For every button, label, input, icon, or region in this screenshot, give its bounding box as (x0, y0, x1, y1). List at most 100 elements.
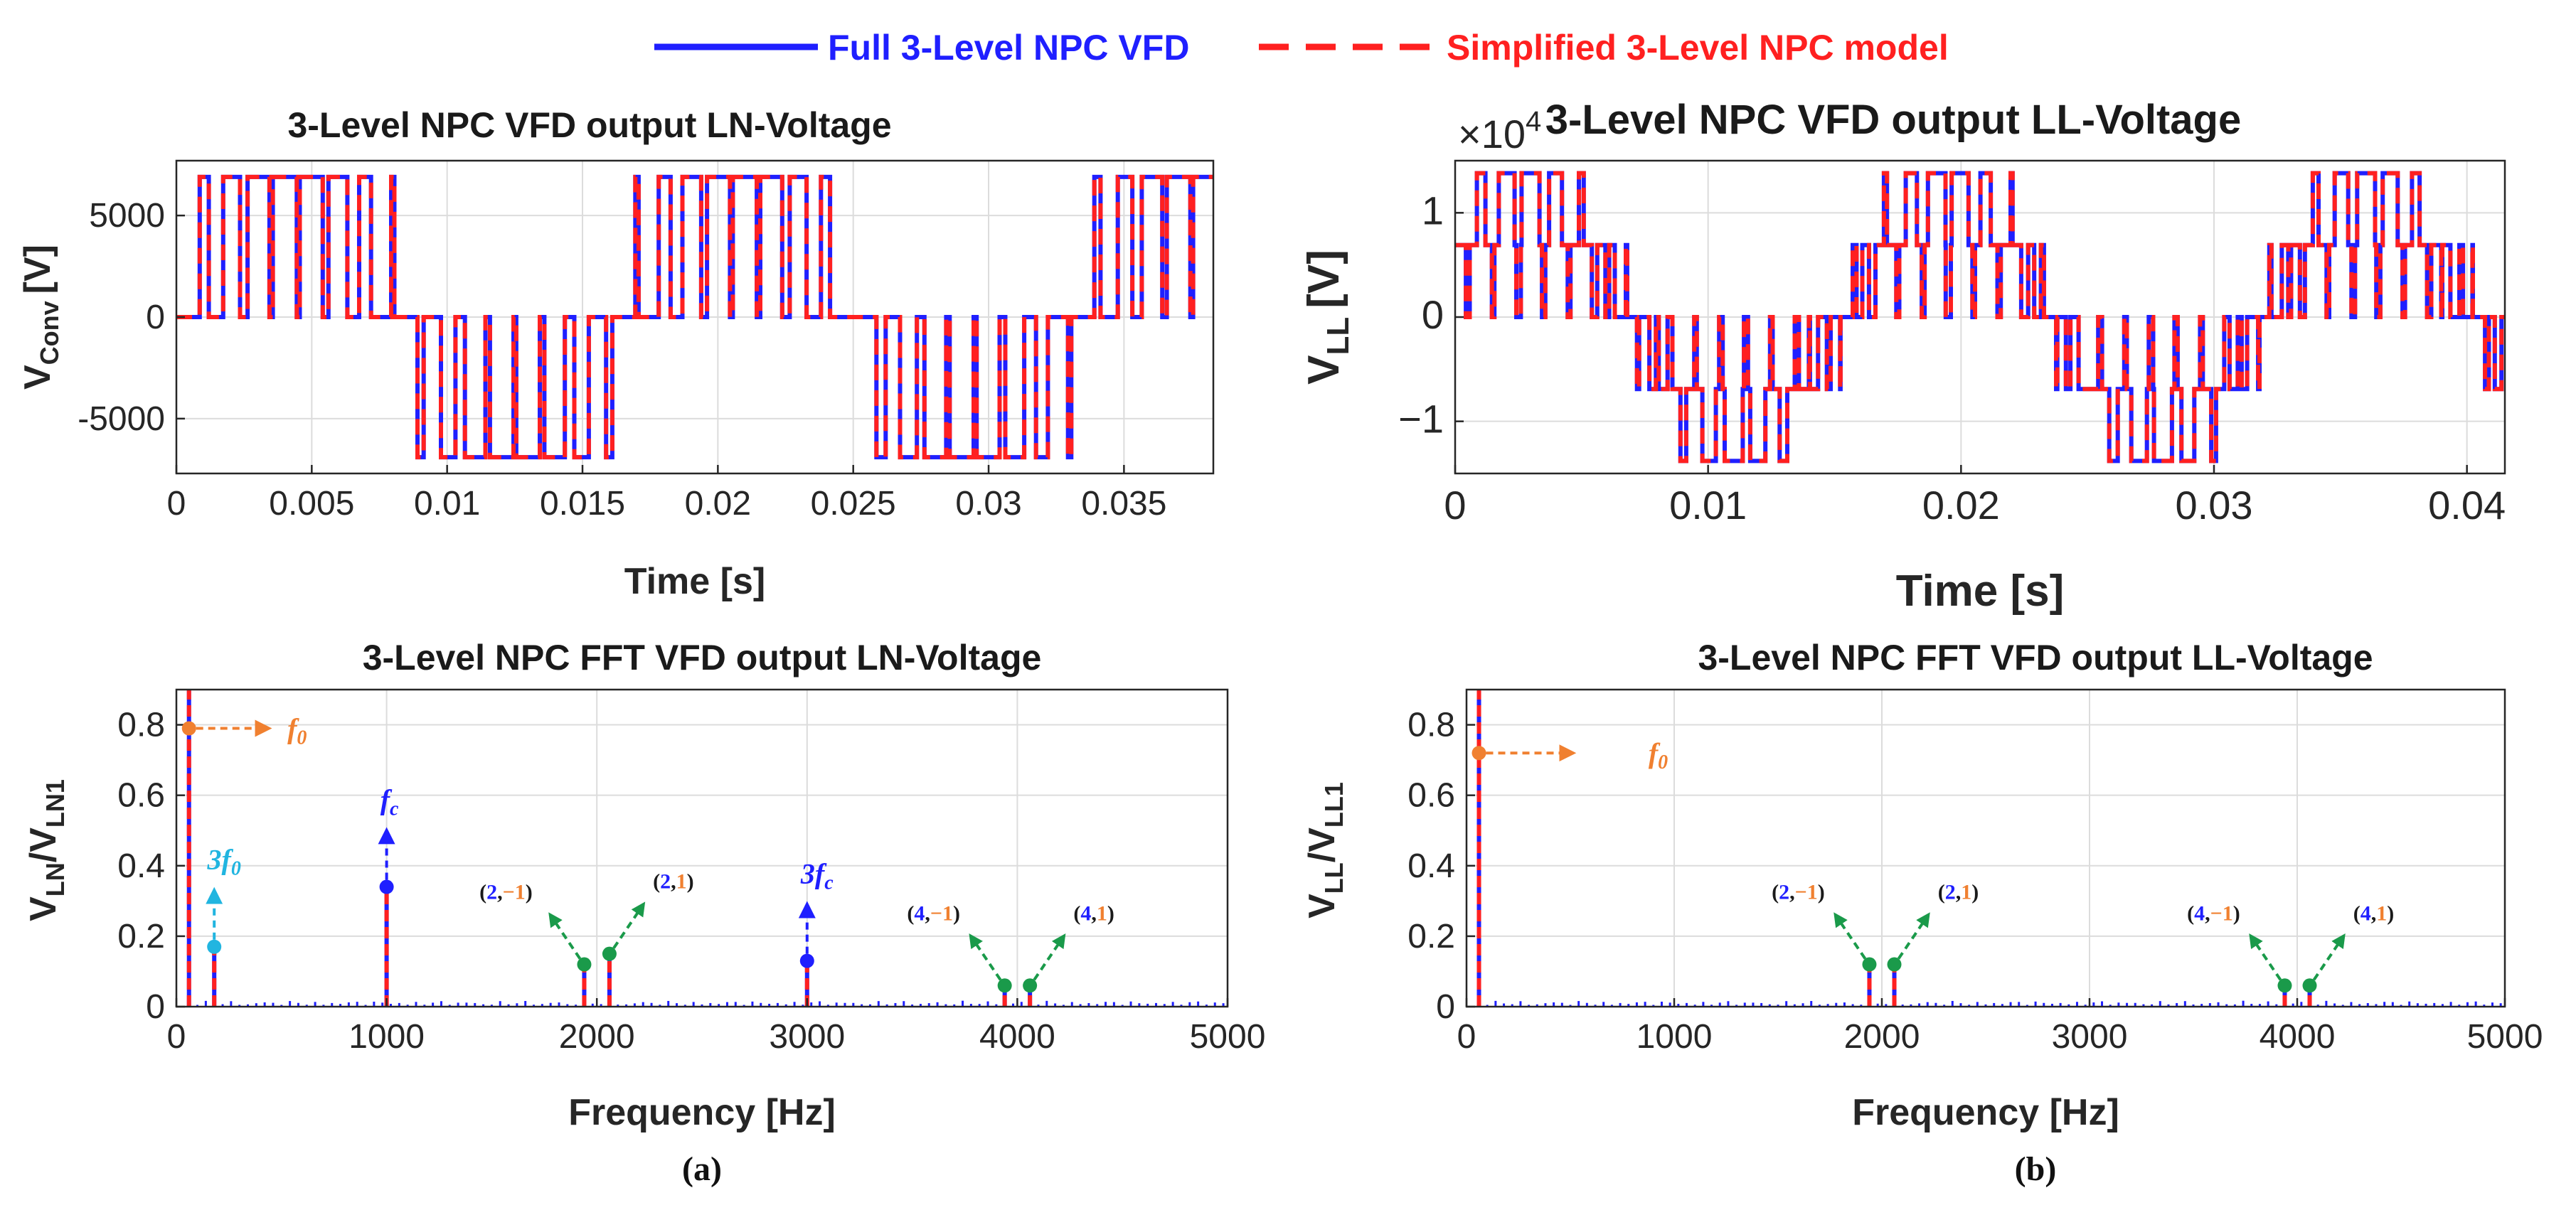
x-tick-label: 3000 (769, 1018, 845, 1056)
chart-ln-voltage-xticks: 0 0.005 0.01 0.015 0.02 0.025 0.03 0.035 (167, 465, 1166, 523)
x-tick-label: 1000 (348, 1018, 425, 1056)
y-tick-label: 0 (1422, 292, 1444, 337)
marker-dot-3f0 (207, 939, 222, 954)
marker-dot-sideband (1887, 957, 1902, 972)
marker-dot-sideband (577, 957, 592, 972)
x-tick-label: 0.04 (2428, 483, 2506, 527)
chart-ln-fft-frame (175, 688, 1229, 1008)
label-3f0: 3f0 (207, 844, 241, 880)
x-tick-label: 0.03 (2175, 483, 2252, 527)
x-tick-label: 0 (1457, 1018, 1476, 1056)
chart-ll-voltage-title: 3-Level NPC VFD output LL-Voltage (1545, 97, 2242, 143)
x-tick-label: 0 (1444, 483, 1466, 527)
y-tick-label: 0.2 (1407, 918, 1455, 955)
y-tick-label: 0.8 (117, 707, 165, 744)
chart-ll-fft-annotations: f0 (2,−1) (2,1) (4,−1) (4,1) (1471, 737, 2395, 993)
chart-ll-voltage-yticks: −1 0 1 (1398, 188, 1464, 441)
label-sideband-pair: (2,−1) (1772, 881, 1825, 904)
y-tick-label: 0.8 (1407, 707, 1455, 744)
y-tick-label: -5000 (78, 400, 165, 438)
chart-ll-voltage-xlabel: Time [s] (1896, 567, 2065, 616)
label-sideband-pair: (4,1) (1073, 901, 1114, 925)
chart-ln-fft-yticks: 0 0.2 0.4 0.6 0.8 (117, 707, 185, 1026)
marker-dot-3fc (799, 953, 814, 968)
x-tick-label: 2000 (1844, 1018, 1920, 1056)
arrow-sideband (969, 933, 1002, 981)
label-sideband-pair: (2,1) (1938, 881, 1979, 904)
label-sideband-pair: (4,1) (2353, 901, 2395, 925)
y-tick-label: 0 (146, 299, 165, 336)
x-tick-label: 4000 (2260, 1018, 2336, 1056)
chart-ln-fft-xticks: 0 1000 2000 3000 4000 5000 (167, 998, 1266, 1056)
label-fc: fc (380, 783, 399, 820)
y-tick-label: 5000 (89, 197, 165, 235)
chart-ln-fft-annotations: f0 3f0 fc 3fc (2,−1) (2,1) (4,−1) (4,1) (181, 713, 1114, 993)
arrow-sideband (1833, 912, 1867, 960)
chart-ln-fft-xlabel: Frequency [Hz] (568, 1092, 836, 1133)
chart-ll-fft-xlabel: Frequency [Hz] (1852, 1092, 2119, 1133)
chart-ll-fft-frame (1465, 688, 2506, 1008)
label-sideband-pair: (4,−1) (907, 901, 960, 925)
y-tick-label: 0.6 (117, 777, 165, 815)
chart-ll-voltage-waveforms (1455, 171, 2505, 464)
marker-dot-sideband (602, 946, 617, 961)
y-tick-label: −1 (1398, 397, 1444, 441)
y-tick-label: 0.6 (1407, 777, 1455, 815)
panel-label-b: (b) (2015, 1150, 2057, 1188)
arrow-sideband (2312, 933, 2346, 981)
arrow-sideband (1033, 933, 1066, 981)
x-tick-label: 1000 (1636, 1018, 1713, 1056)
chart-ll-voltage-exponent: ×104 (1458, 106, 1541, 156)
y-tick-label: 0 (1436, 988, 1455, 1026)
x-tick-label: 0 (167, 485, 186, 523)
legend-label-simplified: Simplified 3-Level NPC model (1447, 28, 1949, 68)
y-tick-label: 0.4 (1407, 847, 1455, 885)
marker-dot-sideband (2302, 978, 2317, 993)
x-tick-label: 0 (167, 1018, 186, 1056)
chart-ln-voltage-waveforms (176, 174, 1213, 460)
label-3fc: 3fc (800, 858, 834, 894)
x-tick-label: 0.01 (1669, 483, 1747, 527)
chart-ll-fft-grid (1466, 690, 2506, 1007)
chart-ll-fft-ylabel: VLL/VLL1 (1302, 782, 1348, 919)
marker-dot-sideband (997, 978, 1012, 993)
arrow-sideband (1897, 912, 1930, 960)
chart-ll-voltage-ylabel: VLL[V] (1299, 250, 1356, 385)
chart-ln-fft-grid (176, 690, 1228, 1007)
chart-ll-fft: 3-Level NPC FFT VFD output LL-Voltage 0 1… (1302, 638, 2543, 1188)
chart-ll-fft-spectrum (1476, 690, 2502, 1007)
label-f0: f0 (287, 713, 307, 749)
x-tick-label: 5000 (2467, 1018, 2543, 1056)
chart-ll-fft-yticks: 0 0.2 0.4 0.6 0.8 (1407, 707, 1475, 1026)
x-tick-label: 3000 (2052, 1018, 2128, 1056)
x-tick-label: 0.01 (414, 485, 480, 523)
x-tick-label: 2000 (559, 1018, 635, 1056)
chart-ln-fft-title: 3-Level NPC FFT VFD output LN-Voltage (363, 638, 1042, 678)
series-simplified-ll (1455, 171, 2505, 464)
legend: Full 3-Level NPC VFD Simplified 3-Level … (654, 28, 1949, 68)
panel-label-a: (a) (682, 1150, 722, 1188)
marker-dot-sideband (1023, 978, 1038, 993)
arrow-sideband (612, 901, 646, 949)
label-sideband-pair: (2,−1) (479, 881, 533, 904)
chart-ln-voltage-yticks: -5000 0 5000 (78, 197, 185, 438)
chart-ln-fft: 3-Level NPC FFT VFD output LN-Voltage 0 1… (23, 638, 1265, 1188)
marker-dot-sideband (1862, 957, 1877, 972)
y-tick-label: 1 (1422, 188, 1444, 232)
arrow-sideband (2249, 933, 2282, 981)
y-tick-label: 0.4 (117, 847, 165, 885)
x-tick-label: 0.02 (1922, 483, 2000, 527)
x-tick-label: 0.025 (811, 485, 896, 523)
label-f0: f0 (1649, 737, 1668, 773)
chart-ln-voltage: 3-Level NPC VFD output LN-Voltage 0 0.005… (17, 105, 1215, 602)
legend-label-full: Full 3-Level NPC VFD (828, 28, 1189, 68)
chart-ln-fft-spectrum (186, 690, 1225, 1007)
y-tick-label: 0.2 (117, 918, 165, 955)
marker-dot-fc (379, 879, 394, 894)
x-tick-label: 5000 (1190, 1018, 1266, 1056)
marker-dot-f0 (181, 721, 196, 736)
y-tick-label: 0 (146, 988, 165, 1026)
marker-dot-sideband (2277, 978, 2292, 993)
marker-dot-f0 (1471, 746, 1486, 761)
